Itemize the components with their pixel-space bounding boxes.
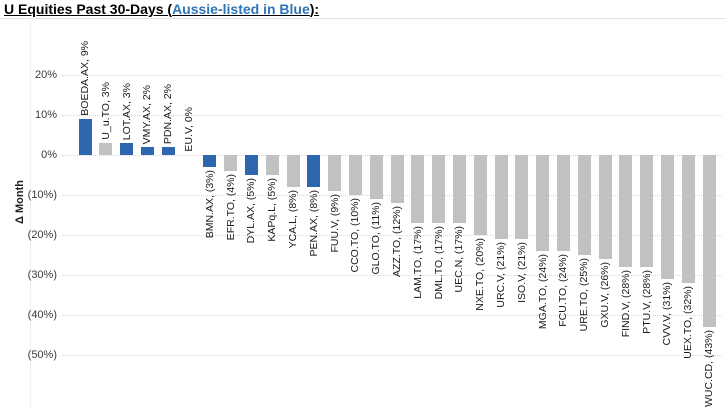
bar-label-EFR.TO: EFR.TO, (4%) bbox=[224, 174, 237, 241]
bar-label-DYL.AX: DYL.AX, (5%) bbox=[245, 178, 258, 244]
bar-label-LAM.TO: LAM.TO, (17%) bbox=[411, 226, 424, 299]
bar-label-NXE.TO: NXE.TO, (20%) bbox=[474, 238, 487, 311]
bar-GLO.TO bbox=[369, 155, 383, 199]
y-tick-label: (10%) bbox=[27, 189, 57, 201]
gridline bbox=[62, 75, 722, 76]
gridline bbox=[62, 275, 722, 276]
gridline bbox=[62, 355, 722, 356]
bar-UEX.TO bbox=[681, 155, 695, 283]
page-title: U Equities Past 30-Days (Aussie-listed i… bbox=[4, 1, 319, 17]
bar-BMN.AX bbox=[203, 155, 217, 167]
bar-CCO.TO bbox=[348, 155, 362, 195]
bar-BOEDA.AX bbox=[78, 119, 92, 155]
y-tick-label: (40%) bbox=[27, 309, 57, 321]
y-tick-label: 20% bbox=[34, 69, 57, 81]
bar-label-BOEDA.AX: BOEDA.AX, 9% bbox=[79, 41, 91, 116]
gridline bbox=[62, 315, 722, 316]
gridline bbox=[62, 115, 722, 116]
bar-label-DML.TO: DML.TO, (17%) bbox=[432, 226, 445, 300]
y-axis-label: Δ Month bbox=[14, 180, 26, 224]
chart-border bbox=[30, 20, 31, 408]
bar-label-CCO.TO: CCO.TO, (10%) bbox=[349, 198, 362, 273]
bar-NXE.TO bbox=[473, 155, 487, 235]
bar-VMY.AX bbox=[140, 147, 154, 155]
bar-label-BMN.AX: BMN.AX, (3%) bbox=[203, 170, 216, 239]
bar-label-UEC.N: UEC.N, (17%) bbox=[453, 226, 466, 293]
bar-CVV.V bbox=[660, 155, 674, 279]
bar-PEN.AX bbox=[307, 155, 321, 187]
bar-label-URE.TO: URE.TO, (25%) bbox=[578, 258, 591, 332]
bar-LAM.TO bbox=[411, 155, 425, 223]
bar-label-YCA.L: YCA.L, (8%) bbox=[287, 190, 299, 249]
bar-UEC.N bbox=[452, 155, 466, 223]
gridline bbox=[62, 235, 722, 236]
bar-label-FIND.V: FIND.V, (28%) bbox=[619, 270, 632, 338]
bar-ISO.V bbox=[515, 155, 529, 239]
bar-label-AZZ.TO: AZZ.TO, (12%) bbox=[391, 206, 403, 277]
y-tick-label: (30%) bbox=[27, 269, 57, 281]
bar-PTU.V bbox=[640, 155, 654, 267]
bar-YCA.L bbox=[286, 155, 300, 187]
bar-MGA.TO bbox=[536, 155, 550, 251]
bar-label-UEX.TO: UEX.TO, (32%) bbox=[682, 286, 695, 359]
bar-label-VMY.AX: VMY.AX, 2% bbox=[141, 84, 154, 144]
bar-label-EU.V: EU.V, 0% bbox=[183, 107, 195, 152]
bar-label-MGA.TO: MGA.TO, (24%) bbox=[536, 254, 549, 330]
bar-LOT.AX bbox=[120, 143, 134, 155]
bar-label-CVV.V: CVV.V, (31%) bbox=[661, 282, 674, 346]
y-tick-label: (20%) bbox=[27, 229, 57, 241]
bar-label-U_u.TO: U_u.TO, 3% bbox=[99, 82, 112, 140]
y-tick-label: (50%) bbox=[27, 349, 57, 361]
bar-KAPq.L bbox=[265, 155, 279, 175]
bar-FCU.TO bbox=[556, 155, 570, 251]
y-tick-label: 10% bbox=[34, 109, 57, 121]
title-suffix: ): bbox=[309, 1, 320, 17]
bar-label-FCU.TO: FCU.TO, (24%) bbox=[557, 254, 570, 327]
bar-label-PDN.AX: PDN.AX, 2% bbox=[162, 83, 175, 144]
bar-label-PEN.AX: PEN.AX, (8%) bbox=[307, 190, 320, 257]
bar-DML.TO bbox=[432, 155, 446, 223]
bar-label-URC.V: URC.V, (21%) bbox=[495, 242, 507, 308]
bar-label-FUU.V: FUU.V, (9%) bbox=[328, 194, 341, 253]
bar-PDN.AX bbox=[161, 147, 175, 155]
bar-AZZ.TO bbox=[390, 155, 404, 203]
bar-DYL.AX bbox=[244, 155, 258, 175]
bar-EFR.TO bbox=[224, 155, 238, 171]
bar-GXU.V bbox=[598, 155, 612, 259]
title-divider bbox=[0, 18, 726, 19]
bar-U_u.TO bbox=[99, 143, 113, 155]
bar-label-GLO.TO: GLO.TO, (11%) bbox=[370, 202, 383, 275]
bar-label-LOT.AX: LOT.AX, 3% bbox=[120, 82, 133, 140]
bar-label-WUC.CD: WUC.CD, (43%) bbox=[703, 330, 715, 408]
bar-label-GXU.V: GXU.V, (26%) bbox=[599, 262, 611, 328]
bar-label-KAPq.L: KAPq.L, (5%) bbox=[266, 178, 279, 242]
bar-label-ISO.V: ISO.V, (21%) bbox=[515, 242, 528, 303]
bar-label-PTU.V: PTU.V, (28%) bbox=[640, 270, 653, 334]
bar-URC.V bbox=[494, 155, 508, 239]
title-prefix: U Equities Past 30-Days ( bbox=[4, 1, 173, 17]
title-highlight-aussie-listed: Aussie-listed in Blue bbox=[172, 1, 310, 17]
bar-WUC.CD bbox=[702, 155, 716, 327]
bar-FIND.V bbox=[619, 155, 633, 267]
bar-URE.TO bbox=[577, 155, 591, 255]
bar-FUU.V bbox=[328, 155, 342, 191]
y-tick-label: 0% bbox=[41, 149, 57, 161]
